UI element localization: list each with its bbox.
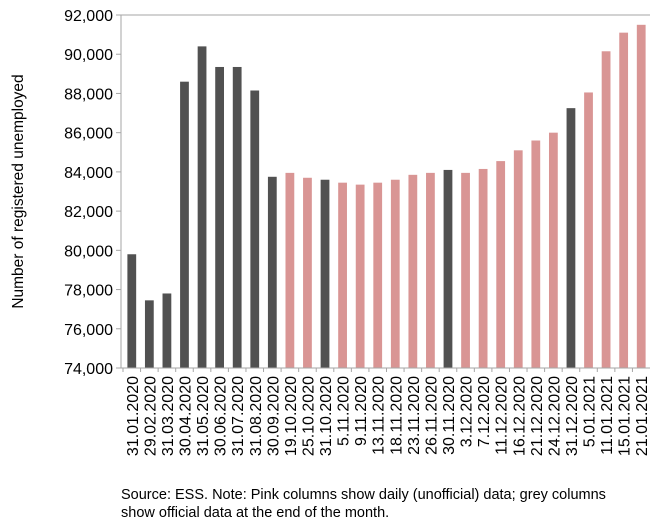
bar-official bbox=[443, 169, 453, 368]
x-tick-label: 25.10.2020 bbox=[300, 376, 317, 456]
x-tick-label: 31.07.2020 bbox=[230, 376, 247, 456]
x-tick-label: 30.06.2020 bbox=[213, 376, 230, 456]
x-tick-label: 23.11.2020 bbox=[406, 376, 423, 455]
bar-official bbox=[127, 254, 137, 368]
bar-official bbox=[250, 90, 260, 368]
bar-daily bbox=[513, 150, 523, 368]
x-tick-label: 21.01.2021 bbox=[634, 376, 650, 456]
bar-daily bbox=[285, 172, 295, 368]
x-tick-label: 30.04.2020 bbox=[177, 376, 194, 456]
bar-official bbox=[232, 66, 242, 368]
bar-chart: Number of registered unemployed 74,000 76… bbox=[10, 8, 650, 456]
bar-daily bbox=[584, 92, 593, 369]
y-tick-label: 84,000 bbox=[64, 165, 113, 182]
x-axis-labels: 31.01.2020 29.02.2020 31.03.2020 30.04.2020… bbox=[122, 368, 650, 456]
x-tick-label: 31.08.2020 bbox=[248, 376, 265, 456]
x-tick-label: 5.01.2021 bbox=[582, 376, 599, 447]
bar-official bbox=[180, 81, 189, 369]
bar-daily bbox=[303, 177, 312, 368]
y-tick-label: 74,000 bbox=[64, 361, 113, 378]
y-axis-label: Number of registered unemployed bbox=[10, 74, 27, 308]
x-tick-label: 24.12.2020 bbox=[546, 376, 563, 456]
bar-daily bbox=[408, 174, 418, 368]
x-tick-label: 3.12.2020 bbox=[459, 376, 476, 447]
x-tick-label: 30.09.2020 bbox=[265, 376, 282, 456]
x-tick-label: 19.10.2020 bbox=[283, 376, 300, 456]
bar-daily bbox=[636, 24, 646, 369]
bar-daily bbox=[496, 161, 506, 368]
x-tick-label: 9.11.2020 bbox=[353, 376, 370, 446]
x-tick-label: 11.01.2021 bbox=[599, 376, 616, 455]
bar-daily bbox=[548, 132, 558, 368]
source-note: Source: ESS. Note: Pink columns show dai… bbox=[121, 487, 606, 521]
y-tick-label: 92,000 bbox=[64, 8, 113, 25]
y-tick-label: 78,000 bbox=[64, 283, 113, 300]
bar-official bbox=[267, 176, 277, 368]
y-tick-label: 88,000 bbox=[64, 86, 113, 103]
y-tick-label: 80,000 bbox=[64, 243, 113, 260]
x-tick-label: 7.12.2020 bbox=[476, 376, 493, 447]
y-tick-label: 86,000 bbox=[64, 126, 113, 143]
y-tick-label: 90,000 bbox=[64, 47, 113, 64]
bar-official bbox=[320, 179, 330, 368]
bar-daily bbox=[461, 172, 470, 368]
x-tick-label: 31.10.2020 bbox=[318, 376, 335, 456]
x-tick-label: 13.11.2020 bbox=[371, 376, 388, 455]
x-tick-label: 5.11.2020 bbox=[336, 376, 353, 446]
bar-daily bbox=[390, 179, 400, 368]
x-tick-label: 18.11.2020 bbox=[388, 376, 405, 455]
bars bbox=[127, 24, 646, 369]
plot-area-border bbox=[120, 14, 650, 369]
x-tick-label: 16.12.2020 bbox=[511, 376, 528, 456]
bar-daily bbox=[355, 184, 365, 368]
x-tick-label: 21.12.2020 bbox=[529, 376, 546, 456]
bar-official bbox=[215, 66, 224, 368]
x-tick-label: 31.03.2020 bbox=[160, 376, 177, 456]
bar-daily bbox=[619, 32, 629, 369]
y-axis-ticks: 74,000 76,000 78,000 80,000 82,000 84,000 86,0… bbox=[64, 8, 121, 378]
x-tick-label: 26.11.2020 bbox=[423, 376, 440, 455]
bar-official bbox=[197, 46, 207, 368]
bar-daily bbox=[531, 140, 541, 368]
x-tick-label: 29.02.2020 bbox=[142, 376, 159, 456]
x-tick-label: 31.05.2020 bbox=[195, 376, 212, 456]
bar-official bbox=[144, 300, 154, 368]
bar-official bbox=[566, 108, 576, 369]
y-axis-title: Number of registered unemployed bbox=[10, 74, 27, 308]
bar-daily bbox=[426, 172, 435, 368]
x-tick-label: 11.12.2020 bbox=[494, 376, 511, 455]
x-tick-label: 31.01.2020 bbox=[125, 376, 142, 456]
y-tick-label: 76,000 bbox=[64, 322, 113, 339]
bar-official bbox=[162, 293, 172, 368]
bar-daily bbox=[338, 182, 347, 368]
x-tick-label: 31.12.2020 bbox=[564, 376, 581, 456]
x-tick-label: 15.01.2021 bbox=[617, 376, 634, 456]
x-tick-label: 30.11.2020 bbox=[441, 376, 458, 455]
bar-daily bbox=[478, 168, 488, 368]
bar-daily bbox=[601, 51, 611, 368]
y-tick-label: 82,000 bbox=[64, 204, 113, 221]
bar-daily bbox=[373, 182, 383, 368]
